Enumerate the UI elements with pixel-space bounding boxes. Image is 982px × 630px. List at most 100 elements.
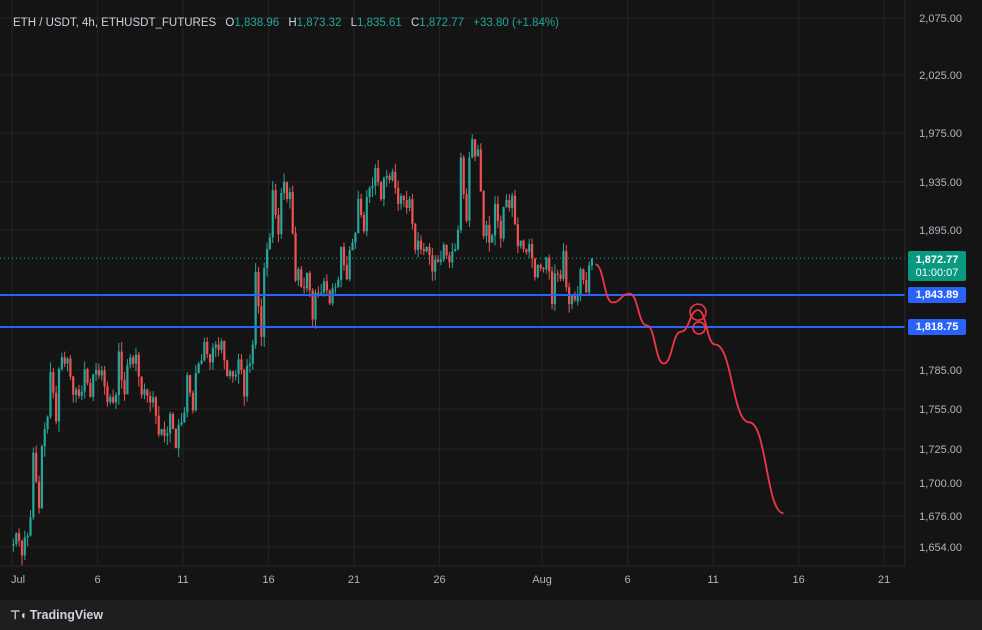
candle-body xyxy=(360,198,363,215)
candle-body xyxy=(559,274,562,279)
candle-body xyxy=(171,413,175,429)
candle-body xyxy=(194,373,197,411)
candle-body xyxy=(174,429,177,449)
projection-path[interactable] xyxy=(594,263,784,515)
candle-body xyxy=(522,240,525,250)
chart-frame[interactable]: 2,075.00 2,025.00 1,975.00 1,935.00 1,895.00… xyxy=(0,0,982,600)
chart-canvas[interactable]: 2,075.00 2,025.00 1,975.00 1,935.00 1,895.00… xyxy=(0,0,982,600)
candle-body xyxy=(468,157,471,221)
candle-body xyxy=(288,192,291,199)
candle-body xyxy=(436,259,440,262)
candle-body xyxy=(582,269,585,280)
candle-body xyxy=(35,452,38,482)
level-lower-badge: 1,818.75 xyxy=(908,319,966,335)
candle-body xyxy=(12,543,15,546)
price-tick-label: 1,935.00 xyxy=(919,177,962,189)
price-tick-label: 2,075.00 xyxy=(919,13,962,25)
candle-body xyxy=(382,177,385,200)
candle-body xyxy=(271,190,274,238)
candle-body xyxy=(120,351,123,380)
time-tick-label: 21 xyxy=(878,574,890,586)
candle-body xyxy=(197,363,200,374)
price-tick-label: 1,975.00 xyxy=(919,128,962,140)
change-value: +33.80 (+1.84%) xyxy=(473,17,559,29)
candle-body xyxy=(417,240,420,250)
tradingview-logo-icon: ⊤◖ xyxy=(10,608,27,622)
candle-body xyxy=(114,394,118,403)
candle-body xyxy=(397,188,400,204)
candle-body xyxy=(428,246,431,256)
candle-body xyxy=(539,264,542,269)
time-tick-label: 6 xyxy=(625,574,631,586)
candle-body xyxy=(425,246,428,252)
candle-body xyxy=(511,195,514,208)
candle-body xyxy=(149,396,152,403)
candle-body xyxy=(32,452,35,518)
candle-body xyxy=(132,357,135,364)
candle-body xyxy=(97,370,100,376)
brand-label: TradingView xyxy=(29,608,104,622)
candle-body xyxy=(151,397,155,403)
candle-body xyxy=(75,389,78,395)
candle-body xyxy=(479,149,482,191)
candle-body xyxy=(94,370,98,375)
candle-body xyxy=(399,196,403,204)
candle-body xyxy=(203,341,206,361)
candle-body xyxy=(394,171,397,188)
time-axis[interactable]: Jul 6 11 16 21 26 Aug 6 11 16 21 xyxy=(0,565,905,586)
open-label: O xyxy=(225,17,235,29)
candle-body xyxy=(52,372,55,393)
projection-drawing[interactable] xyxy=(594,263,784,515)
price-tick-label: 1,755.00 xyxy=(919,404,962,416)
tradingview-brand[interactable]: ⊤◖ TradingView xyxy=(10,608,103,622)
candle-body xyxy=(442,244,445,260)
time-tick-label: Aug xyxy=(532,574,552,586)
candle-body xyxy=(246,365,249,397)
candle-body xyxy=(451,251,454,263)
candle-body xyxy=(542,268,545,270)
candle-body xyxy=(348,250,351,280)
candle-body xyxy=(374,168,377,186)
candle-body xyxy=(371,186,374,188)
candle-body xyxy=(368,188,371,197)
candle-body xyxy=(103,370,106,387)
candle-body xyxy=(576,294,579,302)
retest-circle[interactable] xyxy=(689,303,707,321)
candle-body xyxy=(496,204,499,221)
low-value: 1,835.61 xyxy=(357,17,402,29)
candle-body xyxy=(303,287,306,289)
candle-body xyxy=(100,370,103,376)
candle-body xyxy=(471,139,474,158)
open-value: 1,838.96 xyxy=(234,17,280,29)
time-tick-label: 16 xyxy=(792,574,804,586)
price-tick-label: 1,725.00 xyxy=(919,444,962,456)
time-tick-label: 11 xyxy=(177,574,188,586)
candle-body xyxy=(277,215,280,235)
candle-body xyxy=(337,279,340,288)
candle-body xyxy=(345,264,348,280)
levels[interactable] xyxy=(0,257,905,328)
candle-body xyxy=(357,198,360,234)
candle-body xyxy=(189,375,192,393)
candle-body xyxy=(228,371,232,377)
candle-body xyxy=(328,290,331,304)
candle-body xyxy=(531,243,534,259)
time-tick-label: 6 xyxy=(94,574,100,586)
high-label: H xyxy=(288,17,297,29)
candle-body xyxy=(570,295,574,305)
retest-circle[interactable] xyxy=(692,321,706,335)
close-label: C xyxy=(410,17,420,29)
candle-body xyxy=(491,235,494,243)
candle-body xyxy=(223,341,226,361)
time-tick-label: 11 xyxy=(707,574,718,586)
symbol-label[interactable]: ETH / USDT, 4h, ETHUSDT_FUTURES xyxy=(13,17,217,29)
price-axis[interactable]: 2,075.00 2,025.00 1,975.00 1,935.00 1,895.00… xyxy=(904,0,962,566)
candle-body xyxy=(354,233,357,243)
candle-body xyxy=(516,224,519,247)
candle-body xyxy=(476,149,480,157)
candle-body xyxy=(488,225,491,243)
candle-body xyxy=(257,271,260,307)
candle-body xyxy=(214,344,217,348)
candle-body xyxy=(579,269,582,295)
candle-body xyxy=(220,341,223,350)
